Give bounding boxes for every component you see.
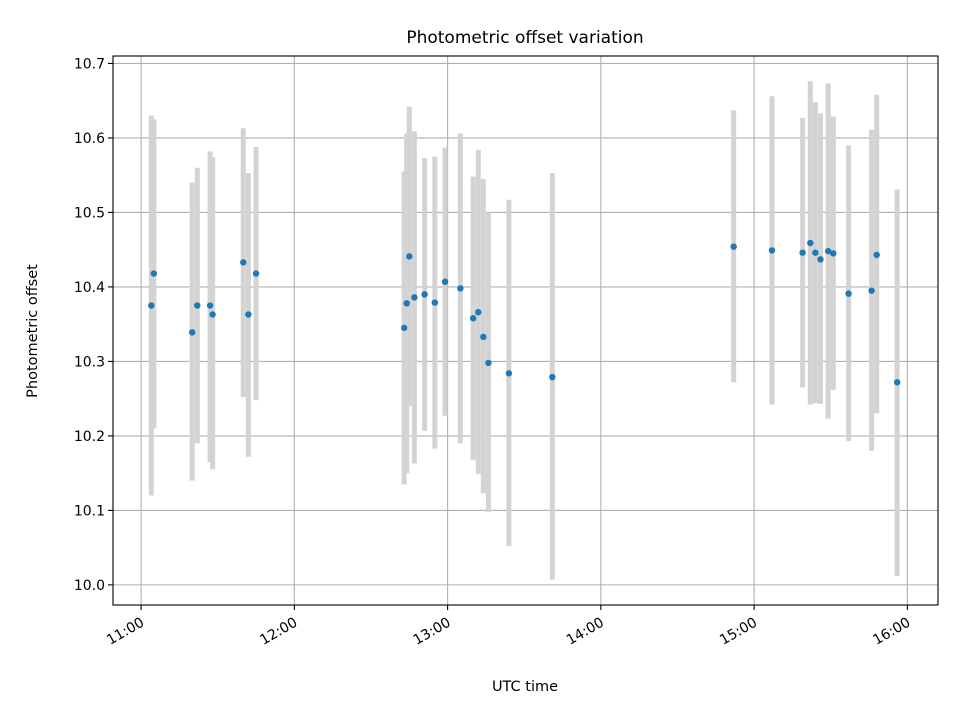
data-point [188,329,196,336]
data-point [457,285,464,292]
y-tick-label: 10.1 [74,503,105,519]
plot-area-frame [112,55,939,606]
data-point [252,270,260,277]
data-point [431,299,439,306]
y-tick-label: 10.6 [74,131,105,147]
data-point [150,270,158,277]
y-tick-label: 10.0 [74,578,105,594]
data-point [873,251,880,259]
y-tick-label: 10.2 [74,429,105,445]
data-points [148,239,901,386]
data-point [830,250,837,257]
data-point [406,253,413,260]
data-point [845,290,852,297]
y-tick-label: 10.3 [74,354,105,370]
data-point [206,302,214,309]
data-point [194,302,201,309]
data-point [893,379,901,386]
data-point [817,256,824,263]
data-point [209,311,216,318]
data-point [485,359,492,367]
data-point [245,311,252,318]
data-point [469,315,477,322]
x-axis-title: UTC time [492,679,558,695]
data-point [505,370,513,377]
data-point [799,249,806,256]
y-axis: 10.0 10.1 10.2 10.3 10.4 10.5 10.6 10.7 [74,56,113,594]
data-point [148,302,155,309]
data-point [240,259,247,266]
data-point [868,287,875,294]
data-point [400,324,408,332]
data-point [441,278,449,285]
data-point [480,333,487,341]
data-point [411,294,418,301]
data-point [421,291,428,298]
y-tick-label: 10.5 [74,205,105,221]
data-point [730,243,737,250]
y-axis-title: Photometric offset [25,264,41,398]
y-tick-label: 10.7 [74,56,105,72]
data-point [807,239,814,247]
data-point [475,309,482,316]
data-point [812,249,819,256]
chart-title: Photometric offset variation [406,28,643,48]
data-point [768,247,776,254]
data-point [824,247,832,255]
y-tick-label: 10.4 [74,280,105,296]
data-point [549,373,556,381]
data-point [403,300,410,307]
